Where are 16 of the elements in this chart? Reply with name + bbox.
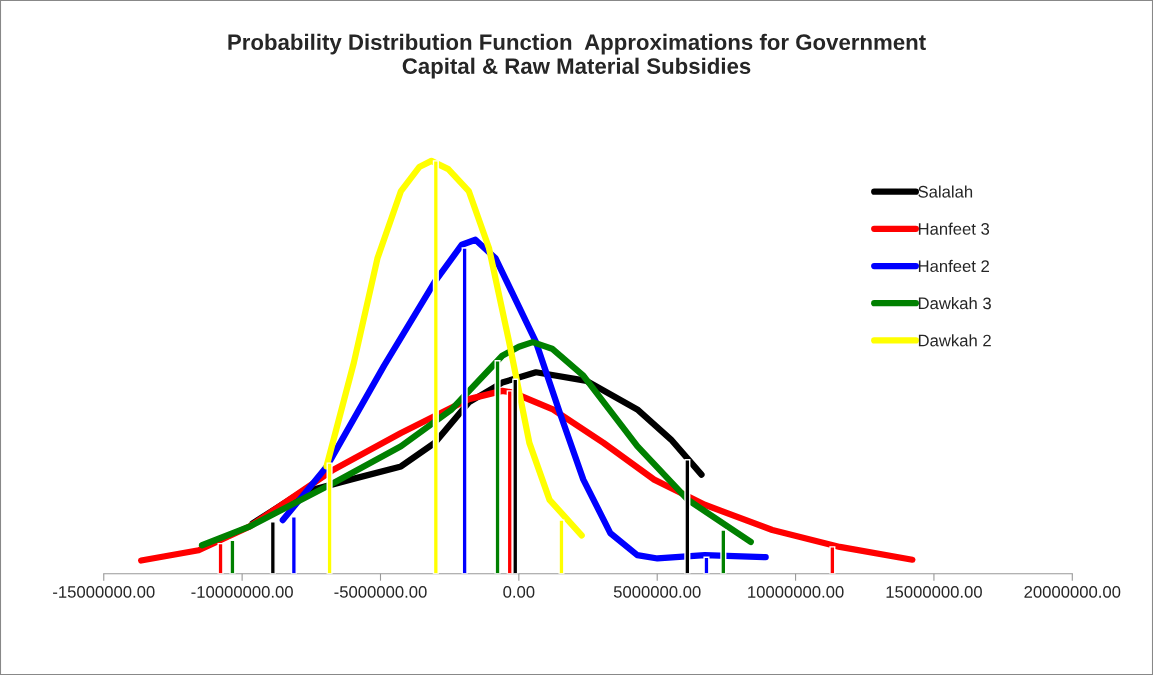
legend-label: Dawkah 3	[918, 297, 991, 310]
bar	[269, 521, 276, 574]
bar	[229, 539, 236, 574]
x-tick-label: -15000000.00	[53, 586, 155, 598]
x-tick-label: -5000000.00	[334, 586, 427, 598]
legend-label: Salalah	[918, 185, 973, 198]
legend-label: Hanfeet 3	[918, 222, 990, 235]
legend-label: Dawkah 2	[918, 334, 991, 347]
chart-title: Probability Distribution Function Approximations for Government Capital & Raw Material Subsidies	[228, 33, 926, 79]
x-tick-label: 20000000.00	[1024, 586, 1121, 598]
x-tick-label: 15000000.00	[886, 586, 982, 598]
x-tick-label: 0.00	[503, 586, 535, 598]
x-tick-label: 5000000.00	[613, 586, 701, 598]
legend-label: Hanfeet 2	[918, 259, 989, 273]
x-tick-label: 10000000.00	[748, 586, 844, 598]
x-tick-label: -10000000.00	[191, 586, 293, 598]
